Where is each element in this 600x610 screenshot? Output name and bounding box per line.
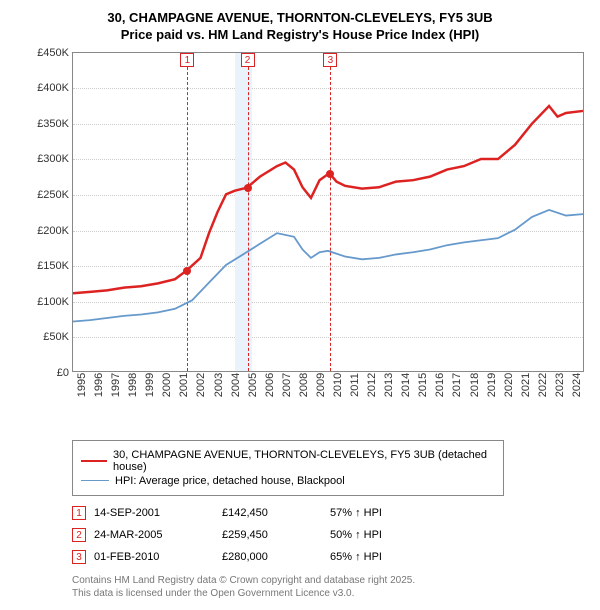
x-tick-label: 2002 xyxy=(195,373,207,397)
legend-label: HPI: Average price, detached house, Blac… xyxy=(115,475,345,487)
marker-dot xyxy=(326,170,334,178)
table-hpi: 50% ↑ HPI xyxy=(330,529,430,541)
x-tick-label: 2016 xyxy=(434,373,446,397)
x-tick-label: 2017 xyxy=(451,373,463,397)
table-marker-box: 2 xyxy=(72,528,86,542)
table-row: 1 14-SEP-2001 £142,450 57% ↑ HPI xyxy=(72,506,588,520)
y-tick-label: £400K xyxy=(29,82,69,94)
table-row: 3 01-FEB-2010 £280,000 65% ↑ HPI xyxy=(72,550,588,564)
x-tick-label: 1995 xyxy=(76,373,88,397)
legend-row: HPI: Average price, detached house, Blac… xyxy=(81,475,495,487)
table-hpi: 65% ↑ HPI xyxy=(330,551,430,563)
x-tick-label: 2013 xyxy=(383,373,395,397)
legend-swatch xyxy=(81,480,109,481)
chart-area: £0 £50K £100K £150K £200K £250K £300K £350K £400… xyxy=(30,52,590,402)
x-tick-label: 1999 xyxy=(144,373,156,397)
footer-attribution: Contains HM Land Registry data © Crown c… xyxy=(72,574,588,600)
table-price: £280,000 xyxy=(222,551,322,563)
marker-box: 3 xyxy=(323,53,337,67)
footer-line-2: This data is licensed under the Open Gov… xyxy=(72,587,588,600)
table-price: £259,450 xyxy=(222,529,322,541)
x-tick-label: 2024 xyxy=(571,373,583,397)
y-tick-label: £50K xyxy=(29,331,69,343)
x-tick-label: 1998 xyxy=(127,373,139,397)
x-tick-label: 2014 xyxy=(400,373,412,397)
table-date: 01-FEB-2010 xyxy=(94,551,214,563)
y-tick-label: £450K xyxy=(29,47,69,59)
footer-line-1: Contains HM Land Registry data © Crown c… xyxy=(72,574,588,587)
y-tick-label: £150K xyxy=(29,260,69,272)
table-row: 2 24-MAR-2005 £259,450 50% ↑ HPI xyxy=(72,528,588,542)
table-date: 24-MAR-2005 xyxy=(94,529,214,541)
x-tick-label: 2003 xyxy=(213,373,225,397)
table-marker-box: 1 xyxy=(72,506,86,520)
table-marker-box: 3 xyxy=(72,550,86,564)
y-tick-label: £0 xyxy=(29,367,69,379)
legend-swatch xyxy=(81,460,107,462)
x-tick-label: 2001 xyxy=(178,373,190,397)
x-tick-label: 2011 xyxy=(349,373,361,397)
x-tick-label: 1997 xyxy=(110,373,122,397)
x-tick-label: 2008 xyxy=(298,373,310,397)
y-tick-label: £350K xyxy=(29,118,69,130)
series-price_paid xyxy=(73,106,583,293)
x-tick-label: 2009 xyxy=(315,373,327,397)
x-tick-label: 2020 xyxy=(503,373,515,397)
y-tick-label: £100K xyxy=(29,296,69,308)
marker-box: 1 xyxy=(180,53,194,67)
x-tick-label: 2007 xyxy=(281,373,293,397)
series-hpi xyxy=(73,210,583,322)
x-tick-label: 2010 xyxy=(332,373,344,397)
x-tick-label: 2018 xyxy=(469,373,481,397)
x-tick-label: 2023 xyxy=(554,373,566,397)
title-line-2: Price paid vs. HM Land Registry's House … xyxy=(12,27,588,44)
x-tick-label: 2012 xyxy=(366,373,378,397)
marker-dot xyxy=(244,184,252,192)
table-hpi: 57% ↑ HPI xyxy=(330,507,430,519)
x-tick-label: 2006 xyxy=(264,373,276,397)
y-tick-label: £200K xyxy=(29,225,69,237)
y-tick-label: £300K xyxy=(29,153,69,165)
plot-region: £0£50K£100K£150K£200K£250K£300K£350K£400… xyxy=(72,52,584,372)
y-tick-label: £250K xyxy=(29,189,69,201)
x-tick-label: 2021 xyxy=(520,373,532,397)
x-tick-label: 2005 xyxy=(247,373,259,397)
legend: 30, CHAMPAGNE AVENUE, THORNTON-CLEVELEYS… xyxy=(72,440,504,496)
title-line-1: 30, CHAMPAGNE AVENUE, THORNTON-CLEVELEYS… xyxy=(12,10,588,27)
legend-row: 30, CHAMPAGNE AVENUE, THORNTON-CLEVELEYS… xyxy=(81,449,495,473)
marker-table: 1 14-SEP-2001 £142,450 57% ↑ HPI 2 24-MAR-200… xyxy=(72,506,588,564)
x-tick-label: 2000 xyxy=(161,373,173,397)
x-tick-label: 1996 xyxy=(93,373,105,397)
table-price: £142,450 xyxy=(222,507,322,519)
line-canvas xyxy=(73,53,583,371)
x-tick-label: 2022 xyxy=(537,373,549,397)
chart-title: 30, CHAMPAGNE AVENUE, THORNTON-CLEVELEYS… xyxy=(12,10,588,44)
x-tick-label: 2004 xyxy=(230,373,242,397)
x-tick-label: 2019 xyxy=(486,373,498,397)
marker-box: 2 xyxy=(241,53,255,67)
x-tick-label: 2015 xyxy=(417,373,429,397)
table-date: 14-SEP-2001 xyxy=(94,507,214,519)
legend-label: 30, CHAMPAGNE AVENUE, THORNTON-CLEVELEYS… xyxy=(113,449,495,473)
